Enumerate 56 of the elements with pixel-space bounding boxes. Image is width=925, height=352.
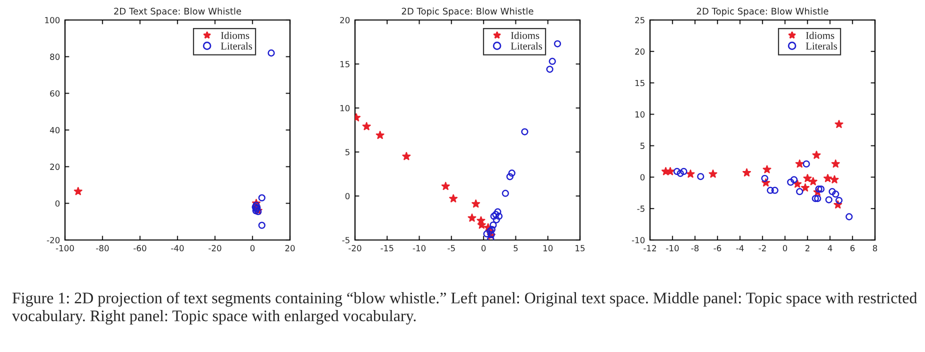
y-tick-label: 0 (345, 192, 350, 200)
legend-label: Idioms (806, 32, 834, 40)
y-tick-label: 20 (340, 16, 350, 24)
x-tick-label: 0 (782, 245, 788, 252)
legend-label: Literals (220, 42, 252, 50)
chart-title: 2D Topic Space: Blow Whistle (696, 8, 828, 16)
y-tick-label: 20 (50, 164, 60, 170)
x-tick-label: 5 (514, 245, 518, 252)
y-tick-label: 0 (55, 200, 60, 207)
x-tick-label: -15 (380, 245, 394, 252)
x-tick-label: 10 (543, 245, 553, 252)
x-tick-label: -5 (448, 245, 455, 252)
x-tick-label: 20 (285, 245, 295, 252)
legend-label: Idioms (510, 32, 540, 40)
legend-label: Idioms (220, 32, 250, 40)
x-tick-label: -60 (134, 245, 146, 252)
x-tick-label: -12 (644, 245, 656, 252)
y-tick-label: 10 (635, 111, 645, 118)
y-tick-label: -5 (342, 237, 350, 244)
caption: Figure 1: 2D projection of text segments containing “blow whistle.” Left panel: Original text space. Middle panel: Topic space with restricted vocabulary. Right panel: Topic space with enlarged vocabulary. (12, 292, 918, 325)
x-tick-label: -80 (96, 245, 109, 252)
x-tick-label: 6 (850, 245, 855, 252)
y-tick-label: 5 (345, 149, 350, 156)
legend-label: Literals (806, 42, 838, 50)
y-tick-label: -5 (637, 206, 644, 212)
y-tick-label: 100 (45, 16, 60, 24)
x-tick-label: 4 (828, 245, 832, 252)
y-tick-label: 25 (635, 16, 644, 24)
y-tick-label: 60 (50, 90, 60, 97)
y-tick-label: -20 (46, 236, 60, 244)
x-tick-label: -20 (208, 245, 222, 252)
y-tick-label: 0 (640, 174, 645, 180)
x-tick-label: -10 (412, 245, 426, 252)
x-tick-label: -100 (56, 245, 74, 252)
y-tick-label: 80 (50, 54, 60, 60)
y-tick-label: 15 (635, 80, 644, 86)
x-tick-label: -4 (736, 245, 744, 252)
y-tick-label: 5 (640, 142, 644, 149)
x-tick-label: -2 (758, 245, 766, 252)
y-tick-label: 15 (340, 61, 350, 68)
x-tick-label: -6 (714, 245, 722, 252)
x-tick-label: -8 (691, 245, 699, 252)
y-tick-label: 20 (635, 48, 645, 55)
x-tick-label: 2 (805, 245, 810, 252)
x-tick-label: -40 (171, 245, 184, 252)
y-tick-label: 10 (340, 104, 350, 112)
legend-label: Literals (510, 42, 542, 50)
x-tick-label: 0 (481, 245, 486, 252)
chart-title: 2D Text Space: Blow Whistle (114, 8, 242, 16)
x-tick-label: 0 (250, 245, 255, 252)
y-tick-label: -10 (632, 236, 645, 244)
x-tick-label: 8 (872, 245, 878, 252)
chart-title: 2D Topic Space: Blow Whistle (402, 8, 534, 16)
x-tick-label: -10 (666, 245, 679, 252)
y-tick-label: 40 (50, 126, 60, 134)
x-tick-label: 15 (576, 245, 585, 252)
